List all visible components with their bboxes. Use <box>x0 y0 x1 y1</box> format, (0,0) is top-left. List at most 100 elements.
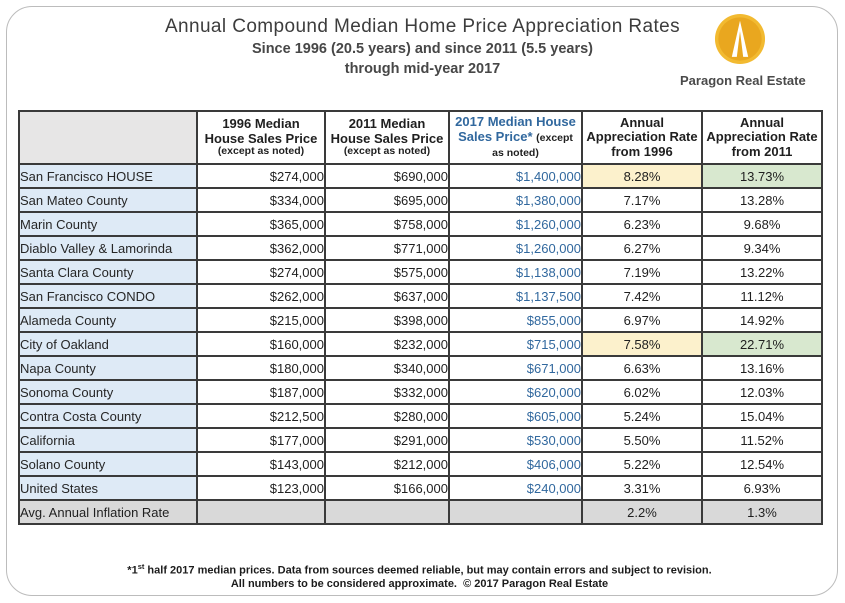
empty-cell <box>196 499 326 525</box>
price-2017: $1,400,000 <box>448 163 583 189</box>
price-2011: $758,000 <box>324 211 450 237</box>
price-2011: $280,000 <box>324 403 450 429</box>
rate-from-1996: 7.42% <box>581 283 703 309</box>
rate-from-1996: 5.24% <box>581 403 703 429</box>
price-1996: $143,000 <box>196 451 326 477</box>
price-2017: $530,000 <box>448 427 583 453</box>
price-2011: $695,000 <box>324 187 450 213</box>
empty-cell <box>448 499 583 525</box>
col-header-2017-price: 2017 Median House Sales Price* (except a… <box>448 110 583 165</box>
table-row: California $177,000 $291,000 $530,000 5.50% 1… <box>18 427 823 453</box>
rate-from-1996: 7.19% <box>581 259 703 285</box>
table-row: United States $123,000 $166,000 $240,000 3.3… <box>18 475 823 501</box>
footnote-line1: *1st half 2017 median prices. Data from … <box>127 562 712 577</box>
rate-from-2011: 15.04% <box>701 403 823 429</box>
row-label: California <box>18 427 198 453</box>
rate-from-1996: 6.02% <box>581 379 703 405</box>
price-2011: $398,000 <box>324 307 450 333</box>
price-2017: $605,000 <box>448 403 583 429</box>
rate-from-1996: 6.27% <box>581 235 703 261</box>
rate-from-1996: 6.63% <box>581 355 703 381</box>
rate-from-2011: 13.16% <box>701 355 823 381</box>
rate-from-1996: 8.28% <box>581 163 703 189</box>
col-header-main: Annual Appreciation Rate from 1996 <box>586 114 698 159</box>
col-header-rate-2011: Annual Appreciation Rate from 2011 <box>701 110 823 165</box>
price-2011: $575,000 <box>324 259 450 285</box>
price-2017: $855,000 <box>448 307 583 333</box>
table-row: Napa County $180,000 $340,000 $671,000 6.63%… <box>18 355 823 381</box>
appreciation-table: 1996 Median House Sales Price (except as… <box>18 110 823 525</box>
rate-from-2011: 9.68% <box>701 211 823 237</box>
price-1996: $212,500 <box>196 403 326 429</box>
header-row: 1996 Median House Sales Price (except as… <box>18 110 823 165</box>
table-row: Santa Clara County $274,000 $575,000 $1,138… <box>18 259 823 285</box>
corner-header-cell <box>18 110 198 165</box>
price-2017: $240,000 <box>448 475 583 501</box>
rate-from-2011: 11.12% <box>701 283 823 309</box>
paragon-logo: Paragon Real Estate <box>680 13 806 88</box>
col-header-note: (except as noted) <box>492 132 573 159</box>
price-2017: $671,000 <box>448 355 583 381</box>
rate-from-2011: 13.28% <box>701 187 823 213</box>
row-label: San Mateo County <box>18 187 198 213</box>
col-header-1996-price: 1996 Median House Sales Price (except as… <box>196 110 326 165</box>
paragon-gold-circle-monument-icon <box>714 13 766 69</box>
price-2017: $1,137,500 <box>448 283 583 309</box>
page-subtitle-line2: through mid-year 2017 <box>344 61 501 77</box>
price-2017: $620,000 <box>448 379 583 405</box>
logo-text: Paragon Real Estate <box>680 73 806 88</box>
row-label: Sonoma County <box>18 379 198 405</box>
price-1996: $365,000 <box>196 211 326 237</box>
price-2011: $771,000 <box>324 235 450 261</box>
price-2011: $332,000 <box>324 379 450 405</box>
row-label: San Francisco CONDO <box>18 283 198 309</box>
row-label: Solano County <box>18 451 198 477</box>
inflation-rate-from-2011: 1.3% <box>701 499 823 525</box>
price-2017: $1,380,000 <box>448 187 583 213</box>
inflation-rate-from-1996: 2.2% <box>581 499 703 525</box>
table-row: San Francisco HOUSE $274,000 $690,000 $1,40… <box>18 163 823 189</box>
price-1996: $160,000 <box>196 331 326 357</box>
table-row: San Francisco CONDO $262,000 $637,000 $1,13… <box>18 283 823 309</box>
table-row: City of Oakland $160,000 $232,000 $715,000 7… <box>18 331 823 357</box>
page-subtitle-line1: Since 1996 (20.5 years) and since 2011 (… <box>252 41 593 57</box>
footnote-line2: All numbers to be considered approximate… <box>230 578 609 590</box>
row-label: Napa County <box>18 355 198 381</box>
row-label: United States <box>18 475 198 501</box>
price-1996: $262,000 <box>196 283 326 309</box>
col-header-main: 1996 Median House Sales Price <box>204 116 318 146</box>
col-header-main: 2011 Median House Sales Price <box>330 116 444 146</box>
price-2011: $166,000 <box>324 475 450 501</box>
rate-from-2011: 22.71% <box>701 331 823 357</box>
row-label: San Francisco HOUSE <box>18 163 198 189</box>
table-row: Sonoma County $187,000 $332,000 $620,000 6.0… <box>18 379 823 405</box>
rate-from-1996: 6.23% <box>581 211 703 237</box>
row-label: Diablo Valley & Lamorinda <box>18 235 198 261</box>
rate-from-2011: 6.93% <box>701 475 823 501</box>
price-2011: $340,000 <box>324 355 450 381</box>
rate-from-1996: 7.58% <box>581 331 703 357</box>
table-row: Diablo Valley & Lamorinda $362,000 $771,00… <box>18 235 823 261</box>
row-label: Marin County <box>18 211 198 237</box>
col-header-main: 2017 Median House Sales Price* <box>455 114 576 145</box>
rate-from-2011: 13.22% <box>701 259 823 285</box>
rate-from-2011: 13.73% <box>701 163 823 189</box>
price-2017: $1,260,000 <box>448 235 583 261</box>
inflation-row: Avg. Annual Inflation Rate 2.2% 1.3% <box>18 499 823 525</box>
table-row: Contra Costa County $212,500 $280,000 $605,… <box>18 403 823 429</box>
empty-cell <box>324 499 450 525</box>
price-2011: $291,000 <box>324 427 450 453</box>
col-header-note: (except as noted) <box>217 145 305 158</box>
row-label: Alameda County <box>18 307 198 333</box>
price-2017: $1,260,000 <box>448 211 583 237</box>
page-title: Annual Compound Median Home Price Apprec… <box>164 16 681 37</box>
col-header-rate-1996: Annual Appreciation Rate from 1996 <box>581 110 703 165</box>
price-2017: $1,138,000 <box>448 259 583 285</box>
price-2011: $212,000 <box>324 451 450 477</box>
price-1996: $180,000 <box>196 355 326 381</box>
rate-from-2011: 11.52% <box>701 427 823 453</box>
price-2011: $232,000 <box>324 331 450 357</box>
price-1996: $334,000 <box>196 187 326 213</box>
table-row: Alameda County $215,000 $398,000 $855,000 6.… <box>18 307 823 333</box>
price-1996: $274,000 <box>196 259 326 285</box>
